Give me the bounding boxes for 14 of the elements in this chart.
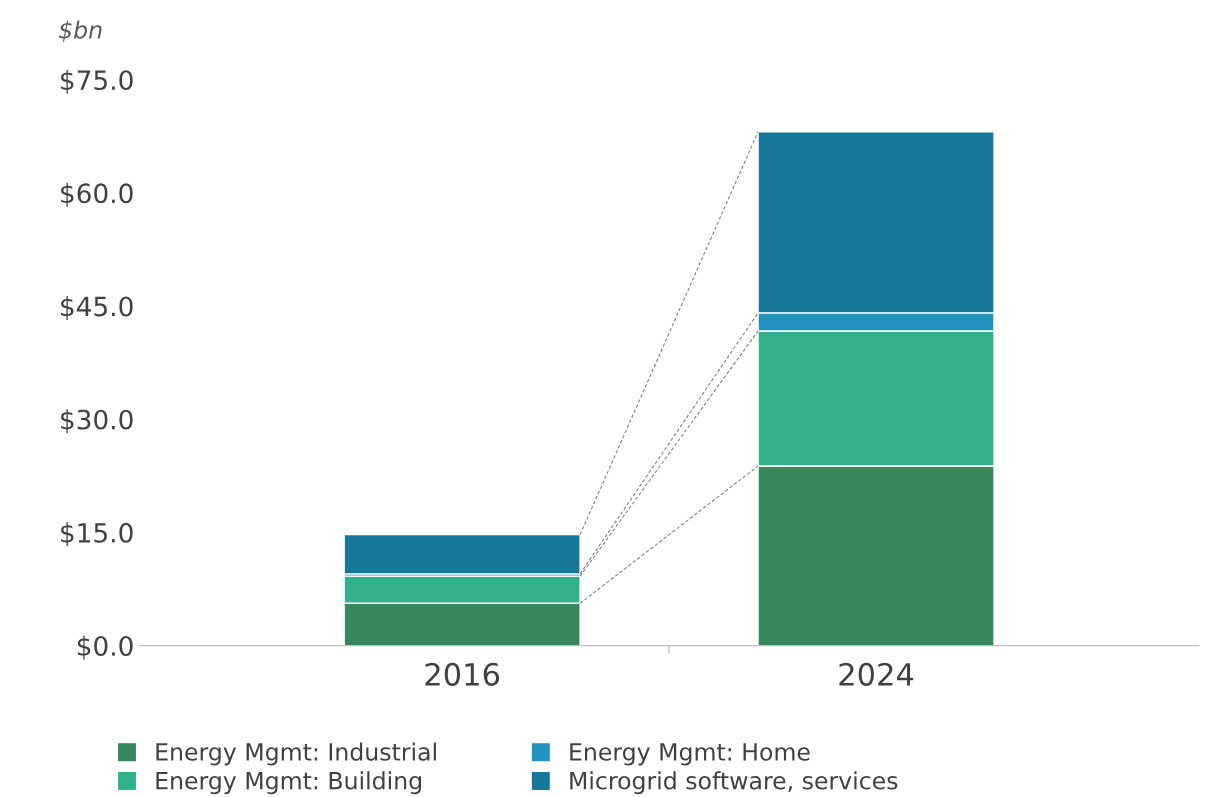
legend-label: Energy Mgmt: Building (156, 771, 422, 795)
y-tick-label: $15.0 (61, 522, 133, 547)
legend-label: Energy Mgmt: Industrial (156, 742, 436, 766)
bar (343, 533, 581, 575)
x-tick-label: 2024 (839, 662, 914, 686)
y-tick-label: $45.0 (61, 296, 133, 320)
y-axis-title: $bn (58, 20, 102, 42)
y-tick-label: $75.0 (61, 69, 133, 94)
y-tick-label: $30.0 (61, 409, 133, 434)
x-tick-label: 2016 (425, 662, 500, 686)
legend-label: Microgrid software, services (570, 771, 898, 795)
y-tick-label: $60.0 (61, 182, 133, 207)
legend-label: Energy Mgmt: Home (570, 743, 810, 766)
y-tick-label: $0.0 (77, 635, 133, 660)
